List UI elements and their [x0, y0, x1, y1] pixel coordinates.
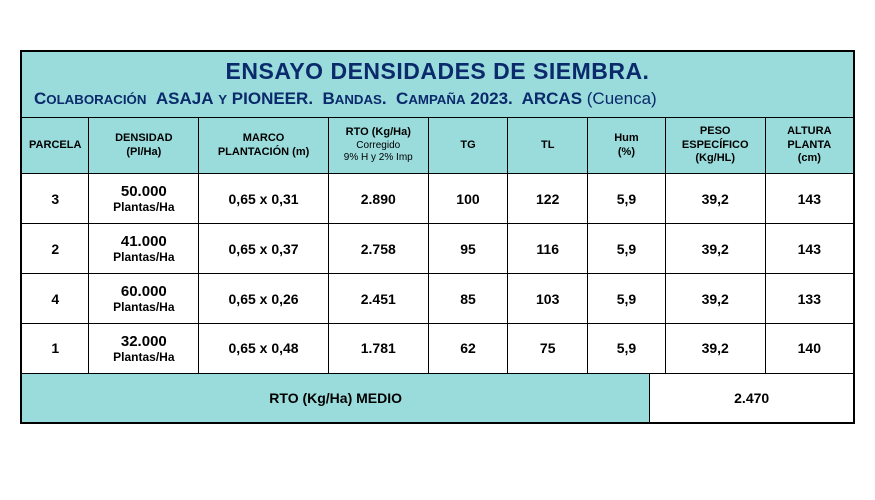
cell-densidad: 50.000Plantas/Ha — [89, 174, 199, 224]
cell-tg: 100 — [428, 174, 508, 224]
cell-peso: 39,2 — [665, 324, 765, 374]
title-sub: COLABORACIÓN ASAJA Y PIONEER. BANDAS. CA… — [30, 89, 845, 109]
col-hum: Hum (%) — [588, 118, 666, 174]
cell-parcela: 1 — [21, 324, 89, 374]
cell-altura: 140 — [765, 324, 854, 374]
cell-peso: 39,2 — [665, 174, 765, 224]
table-row: 241.000Plantas/Ha0,65 x 0,372.758951165,… — [21, 224, 854, 274]
cell-hum: 5,9 — [588, 274, 666, 324]
cell-densidad: 32.000Plantas/Ha — [89, 324, 199, 374]
footer-label: RTO (Kg/Ha) MEDIO — [21, 373, 650, 423]
cell-tl: 122 — [508, 174, 588, 224]
col-peso: PESO ESPECÍFICO (Kg/HL) — [665, 118, 765, 174]
table-row: 350.000Plantas/Ha0,65 x 0,312.8901001225… — [21, 174, 854, 224]
cell-rto: 2.758 — [328, 224, 428, 274]
cell-hum: 5,9 — [588, 174, 666, 224]
col-tg: TG — [428, 118, 508, 174]
table-title-cell: ENSAYO DENSIDADES DE SIEMBRA. COLABORACI… — [21, 51, 854, 118]
footer-table: RTO (Kg/Ha) MEDIO 2.470 — [20, 373, 855, 425]
cell-altura: 143 — [765, 224, 854, 274]
col-altura: ALTURA PLANTA (cm) — [765, 118, 854, 174]
cell-peso: 39,2 — [665, 274, 765, 324]
footer-value: 2.470 — [650, 373, 854, 423]
cell-parcela: 2 — [21, 224, 89, 274]
cell-parcela: 4 — [21, 274, 89, 324]
cell-altura: 143 — [765, 174, 854, 224]
cell-marco: 0,65 x 0,37 — [199, 224, 329, 274]
density-trial-table: ENSAYO DENSIDADES DE SIEMBRA. COLABORACI… — [20, 50, 855, 375]
cell-marco: 0,65 x 0,26 — [199, 274, 329, 324]
cell-tl: 103 — [508, 274, 588, 324]
cell-rto: 2.451 — [328, 274, 428, 324]
cell-tl: 75 — [508, 324, 588, 374]
table-body: 350.000Plantas/Ha0,65 x 0,312.8901001225… — [21, 174, 854, 374]
title-main: ENSAYO DENSIDADES DE SIEMBRA. — [30, 58, 845, 85]
cell-tg: 85 — [428, 274, 508, 324]
cell-rto: 2.890 — [328, 174, 428, 224]
cell-tg: 62 — [428, 324, 508, 374]
table-row: 460.000Plantas/Ha0,65 x 0,262.451851035,… — [21, 274, 854, 324]
col-parcela: PARCELA — [21, 118, 89, 174]
cell-marco: 0,65 x 0,31 — [199, 174, 329, 224]
cell-tl: 116 — [508, 224, 588, 274]
table-row: 132.000Plantas/Ha0,65 x 0,481.78162755,9… — [21, 324, 854, 374]
col-densidad: DENSIDAD (Pl/Ha) — [89, 118, 199, 174]
cell-parcela: 3 — [21, 174, 89, 224]
col-marco: MARCO PLANTACIÓN (m) — [199, 118, 329, 174]
cell-densidad: 60.000Plantas/Ha — [89, 274, 199, 324]
cell-hum: 5,9 — [588, 224, 666, 274]
cell-tg: 95 — [428, 224, 508, 274]
cell-peso: 39,2 — [665, 224, 765, 274]
col-rto: RTO (Kg/Ha) Corregido 9% H y 2% Imp — [328, 118, 428, 174]
col-tl: TL — [508, 118, 588, 174]
cell-densidad: 41.000Plantas/Ha — [89, 224, 199, 274]
header-row: PARCELA DENSIDAD (Pl/Ha) MARCO PLANTACIÓ… — [21, 118, 854, 174]
cell-hum: 5,9 — [588, 324, 666, 374]
cell-marco: 0,65 x 0,48 — [199, 324, 329, 374]
cell-rto: 1.781 — [328, 324, 428, 374]
cell-altura: 133 — [765, 274, 854, 324]
